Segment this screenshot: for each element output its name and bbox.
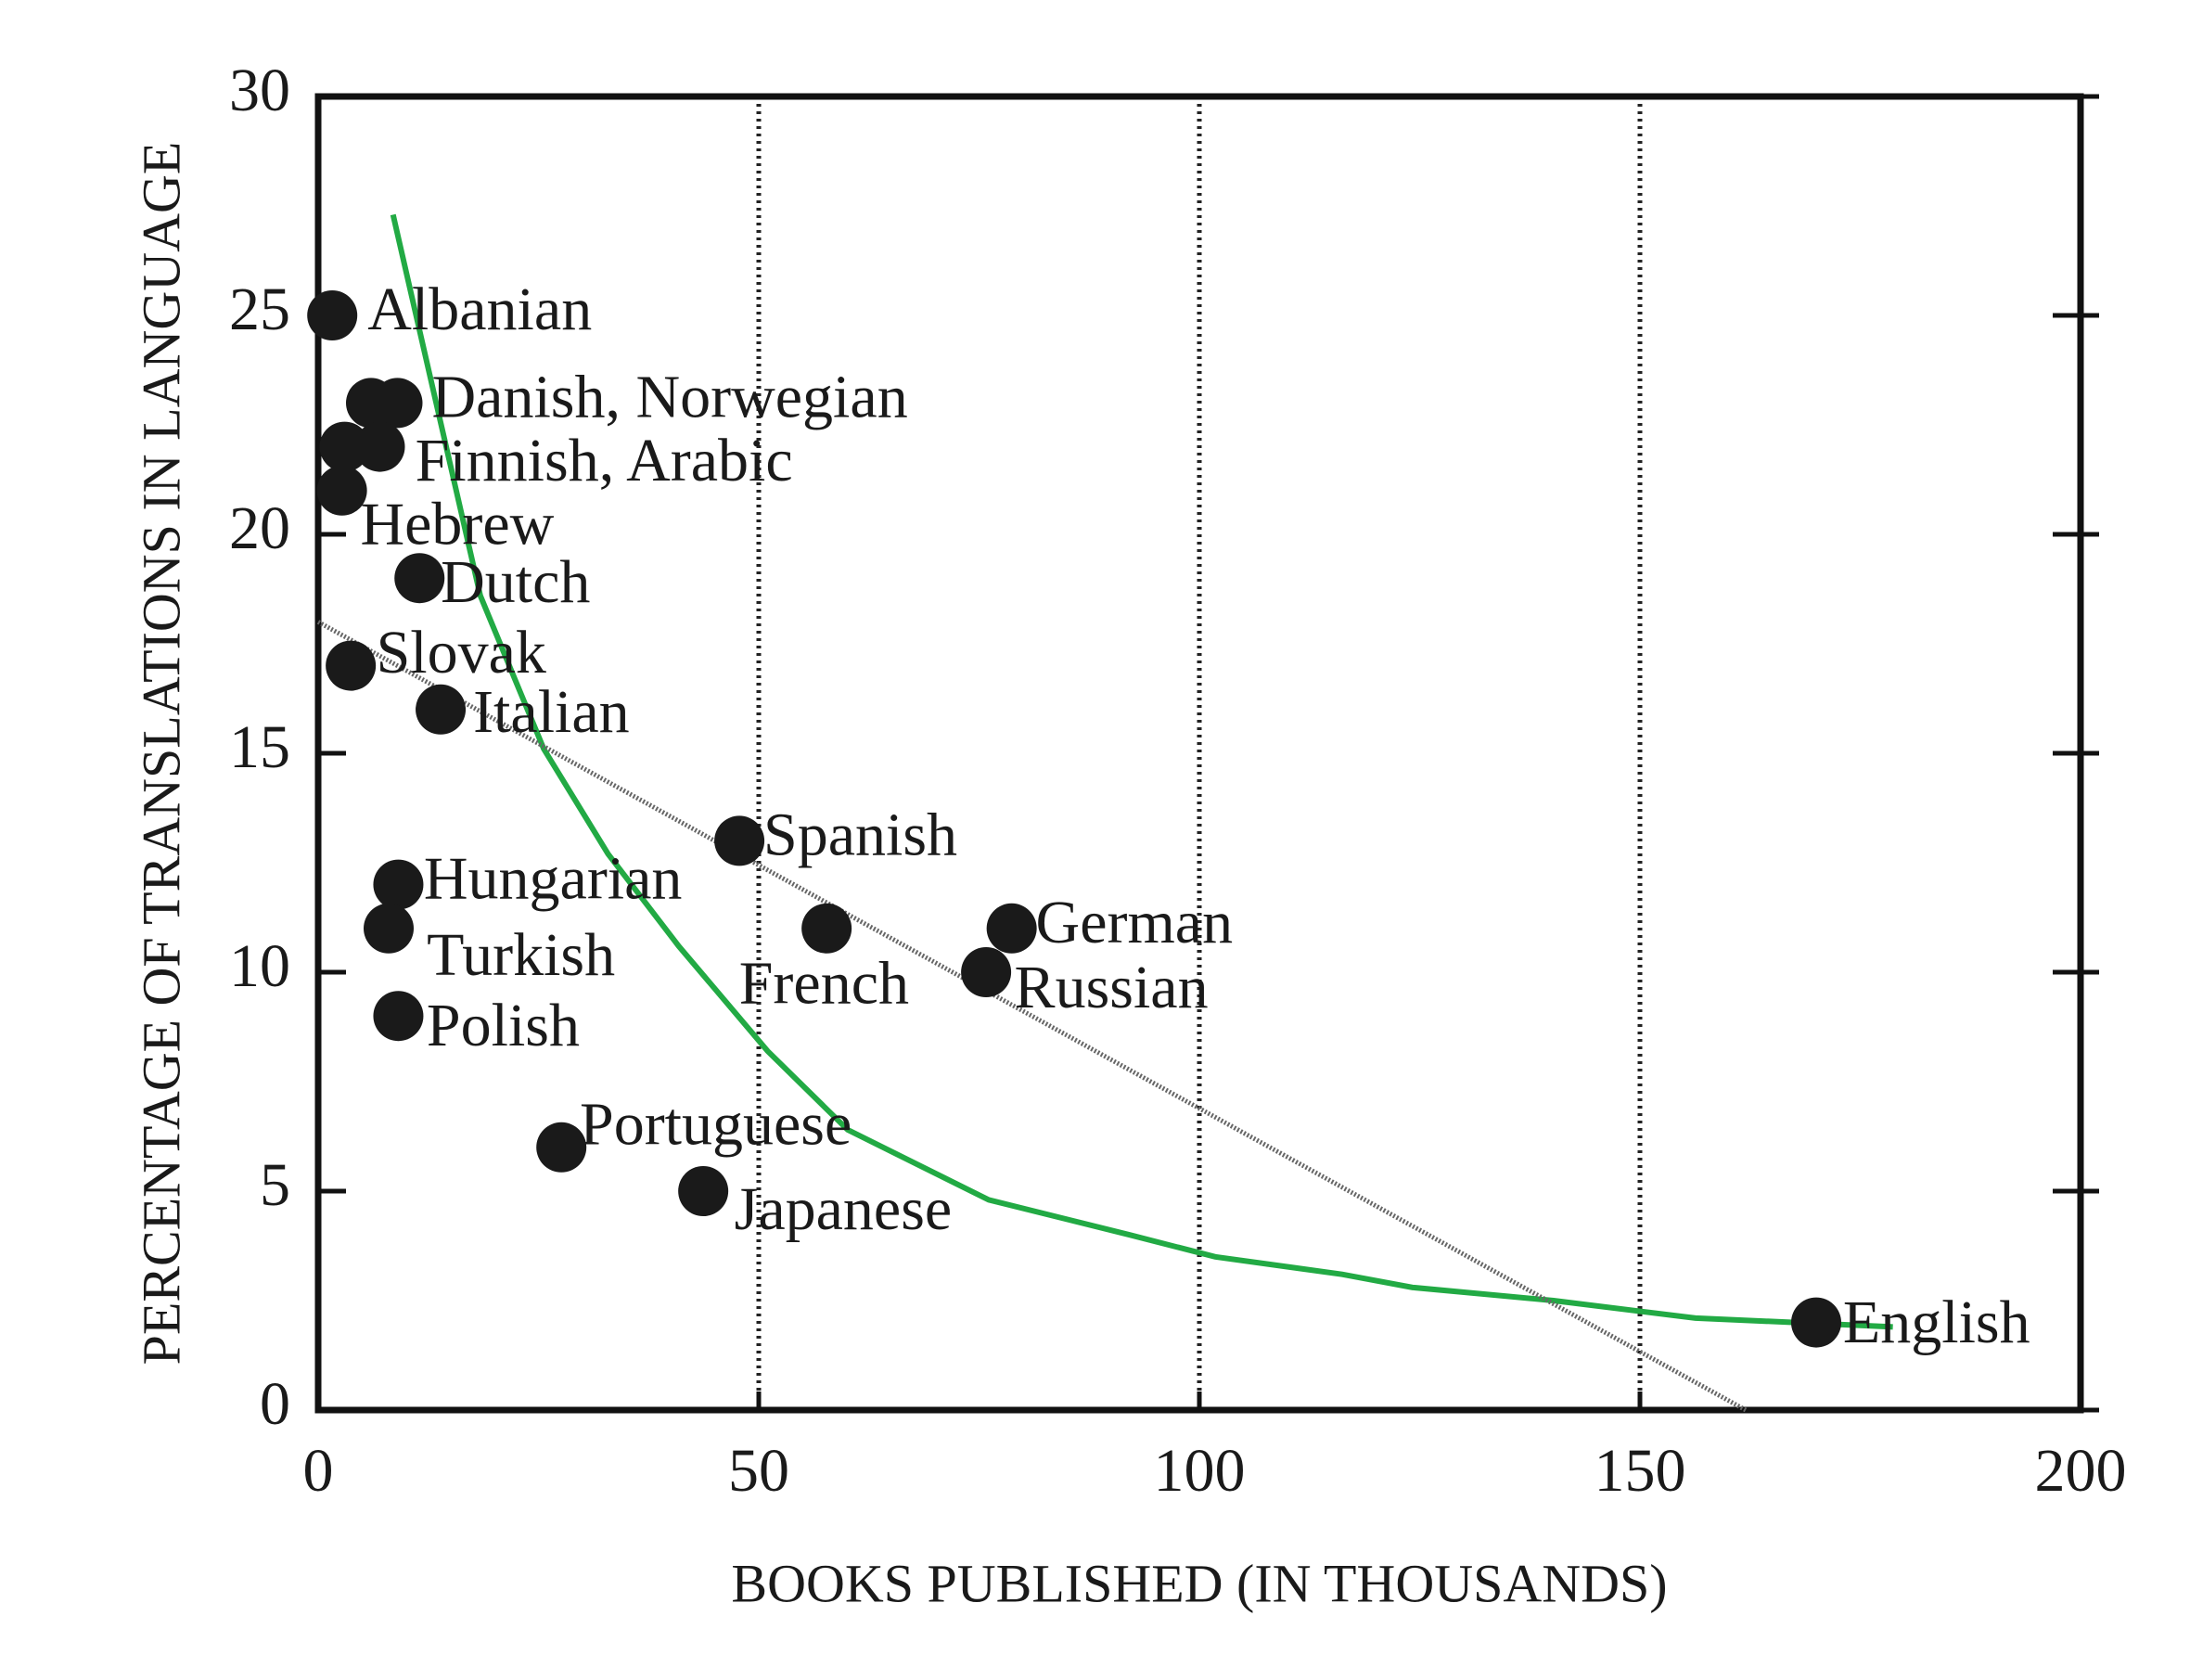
data-point [536, 1122, 587, 1173]
point-label: Portuguese [580, 1091, 852, 1159]
data-point [678, 1166, 729, 1216]
y-tick-label: 25 [229, 276, 290, 343]
data-point [714, 815, 765, 866]
point-label: Albanian [367, 276, 592, 343]
point-label: Hungarian [424, 845, 683, 913]
data-point [307, 290, 358, 340]
y-tick-label: 5 [260, 1151, 290, 1219]
y-tick-label: 10 [229, 932, 290, 1000]
point-label: French [739, 949, 909, 1017]
data-point [372, 378, 423, 429]
data-point [373, 859, 424, 910]
point-label: Russian [1015, 954, 1209, 1021]
data-point [326, 640, 377, 691]
point-label: Finnish, Arabic [416, 427, 793, 494]
data-point [319, 421, 370, 472]
point-label: Dutch [441, 548, 590, 616]
data-point [1791, 1297, 1841, 1348]
y-tick-label: 20 [229, 494, 290, 562]
data-point [801, 903, 852, 954]
point-label: Slovak [377, 619, 546, 686]
y-tick-label: 15 [229, 713, 290, 781]
point-label: Turkish [427, 921, 615, 989]
x-tick-label: 0 [303, 1437, 334, 1505]
point-label: German [1036, 889, 1234, 956]
point-label: English [1843, 1289, 2030, 1356]
data-point [316, 465, 367, 516]
fit-line [316, 620, 1748, 1413]
data-point [364, 903, 414, 954]
point-label: Italian [473, 678, 630, 746]
point-label: Japanese [735, 1175, 953, 1243]
data-point [394, 553, 445, 604]
y-axis-label: PERCENTAGE OF TRANSLATIONS IN LANGUAGE [131, 142, 191, 1366]
data-point [373, 991, 424, 1042]
fit-curve [390, 213, 1893, 1330]
data-point [354, 421, 405, 472]
plot-frame [314, 93, 2084, 1414]
x-tick-label: 100 [1154, 1437, 1246, 1505]
point-label: Hebrew [360, 491, 554, 558]
y-tick-label: 30 [229, 57, 290, 124]
x-tick-label: 200 [2035, 1437, 2127, 1505]
point-label: Polish [427, 992, 580, 1059]
data-point [986, 903, 1037, 954]
point-label: Danish, Norwegian [431, 364, 907, 431]
x-tick-label: 50 [728, 1437, 789, 1505]
data-point [961, 947, 1012, 997]
point-label: Spanish [763, 802, 957, 869]
x-axis-label: BOOKS PUBLISHED (IN THOUSANDS) [731, 1553, 1667, 1613]
data-point [416, 684, 467, 735]
y-tick-label: 0 [260, 1370, 290, 1438]
x-tick-label: 150 [1594, 1437, 1686, 1505]
